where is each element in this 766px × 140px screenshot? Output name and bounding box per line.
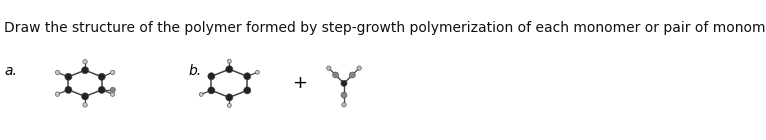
Ellipse shape <box>332 72 339 78</box>
Ellipse shape <box>256 70 260 74</box>
Text: a.: a. <box>5 65 18 79</box>
Ellipse shape <box>81 67 89 74</box>
Ellipse shape <box>226 66 233 73</box>
Ellipse shape <box>341 92 347 98</box>
Ellipse shape <box>208 87 215 94</box>
Ellipse shape <box>65 86 72 93</box>
Ellipse shape <box>199 92 203 96</box>
Text: Draw the structure of the polymer formed by step-growth polymerization of each m: Draw the structure of the polymer formed… <box>4 21 766 35</box>
Ellipse shape <box>98 86 105 93</box>
Ellipse shape <box>65 73 72 80</box>
Ellipse shape <box>208 73 215 80</box>
Ellipse shape <box>110 92 115 96</box>
Ellipse shape <box>83 103 87 107</box>
Ellipse shape <box>349 72 355 78</box>
Ellipse shape <box>81 93 89 100</box>
Ellipse shape <box>244 87 250 94</box>
Ellipse shape <box>228 59 231 63</box>
Ellipse shape <box>342 102 346 107</box>
Ellipse shape <box>326 66 331 70</box>
Ellipse shape <box>55 70 60 75</box>
Text: b.: b. <box>188 65 201 79</box>
Ellipse shape <box>98 73 105 80</box>
Ellipse shape <box>226 94 233 101</box>
Ellipse shape <box>110 70 115 75</box>
Ellipse shape <box>244 73 250 80</box>
Ellipse shape <box>110 87 116 92</box>
Ellipse shape <box>341 80 347 86</box>
Ellipse shape <box>83 60 87 64</box>
Ellipse shape <box>357 66 362 70</box>
Text: +: + <box>292 74 307 92</box>
Ellipse shape <box>55 92 60 96</box>
Ellipse shape <box>228 103 231 107</box>
